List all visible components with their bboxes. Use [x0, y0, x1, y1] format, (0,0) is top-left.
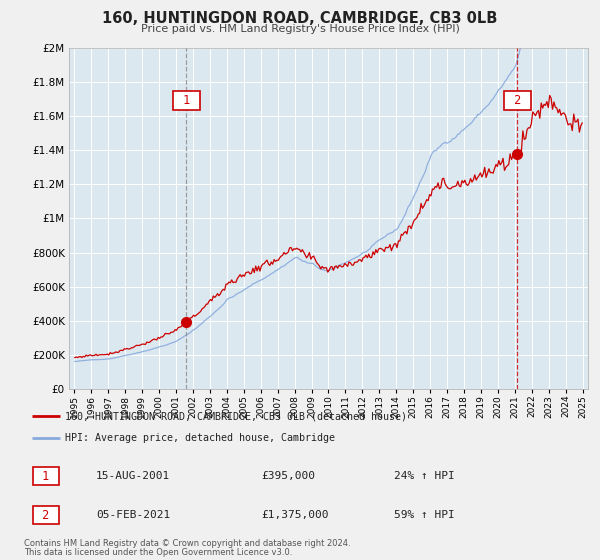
Text: HPI: Average price, detached house, Cambridge: HPI: Average price, detached house, Camb…: [65, 433, 335, 443]
Text: £395,000: £395,000: [262, 471, 316, 481]
Text: 2: 2: [506, 94, 528, 107]
Text: 24% ↑ HPI: 24% ↑ HPI: [394, 471, 455, 481]
Text: 59% ↑ HPI: 59% ↑ HPI: [394, 510, 455, 520]
Text: 160, HUNTINGDON ROAD, CAMBRIDGE, CB3 0LB: 160, HUNTINGDON ROAD, CAMBRIDGE, CB3 0LB: [103, 11, 497, 26]
Text: Price paid vs. HM Land Registry's House Price Index (HPI): Price paid vs. HM Land Registry's House …: [140, 24, 460, 34]
Text: 2: 2: [35, 508, 56, 522]
Text: This data is licensed under the Open Government Licence v3.0.: This data is licensed under the Open Gov…: [24, 548, 292, 557]
Text: 1: 1: [176, 94, 197, 107]
Text: 15-AUG-2001: 15-AUG-2001: [96, 471, 170, 481]
Text: 05-FEB-2021: 05-FEB-2021: [96, 510, 170, 520]
Text: £1,375,000: £1,375,000: [262, 510, 329, 520]
Text: 160, HUNTINGDON ROAD, CAMBRIDGE, CB3 0LB (detached house): 160, HUNTINGDON ROAD, CAMBRIDGE, CB3 0LB…: [65, 411, 407, 421]
Text: Contains HM Land Registry data © Crown copyright and database right 2024.: Contains HM Land Registry data © Crown c…: [24, 539, 350, 548]
Text: 1: 1: [35, 469, 56, 483]
